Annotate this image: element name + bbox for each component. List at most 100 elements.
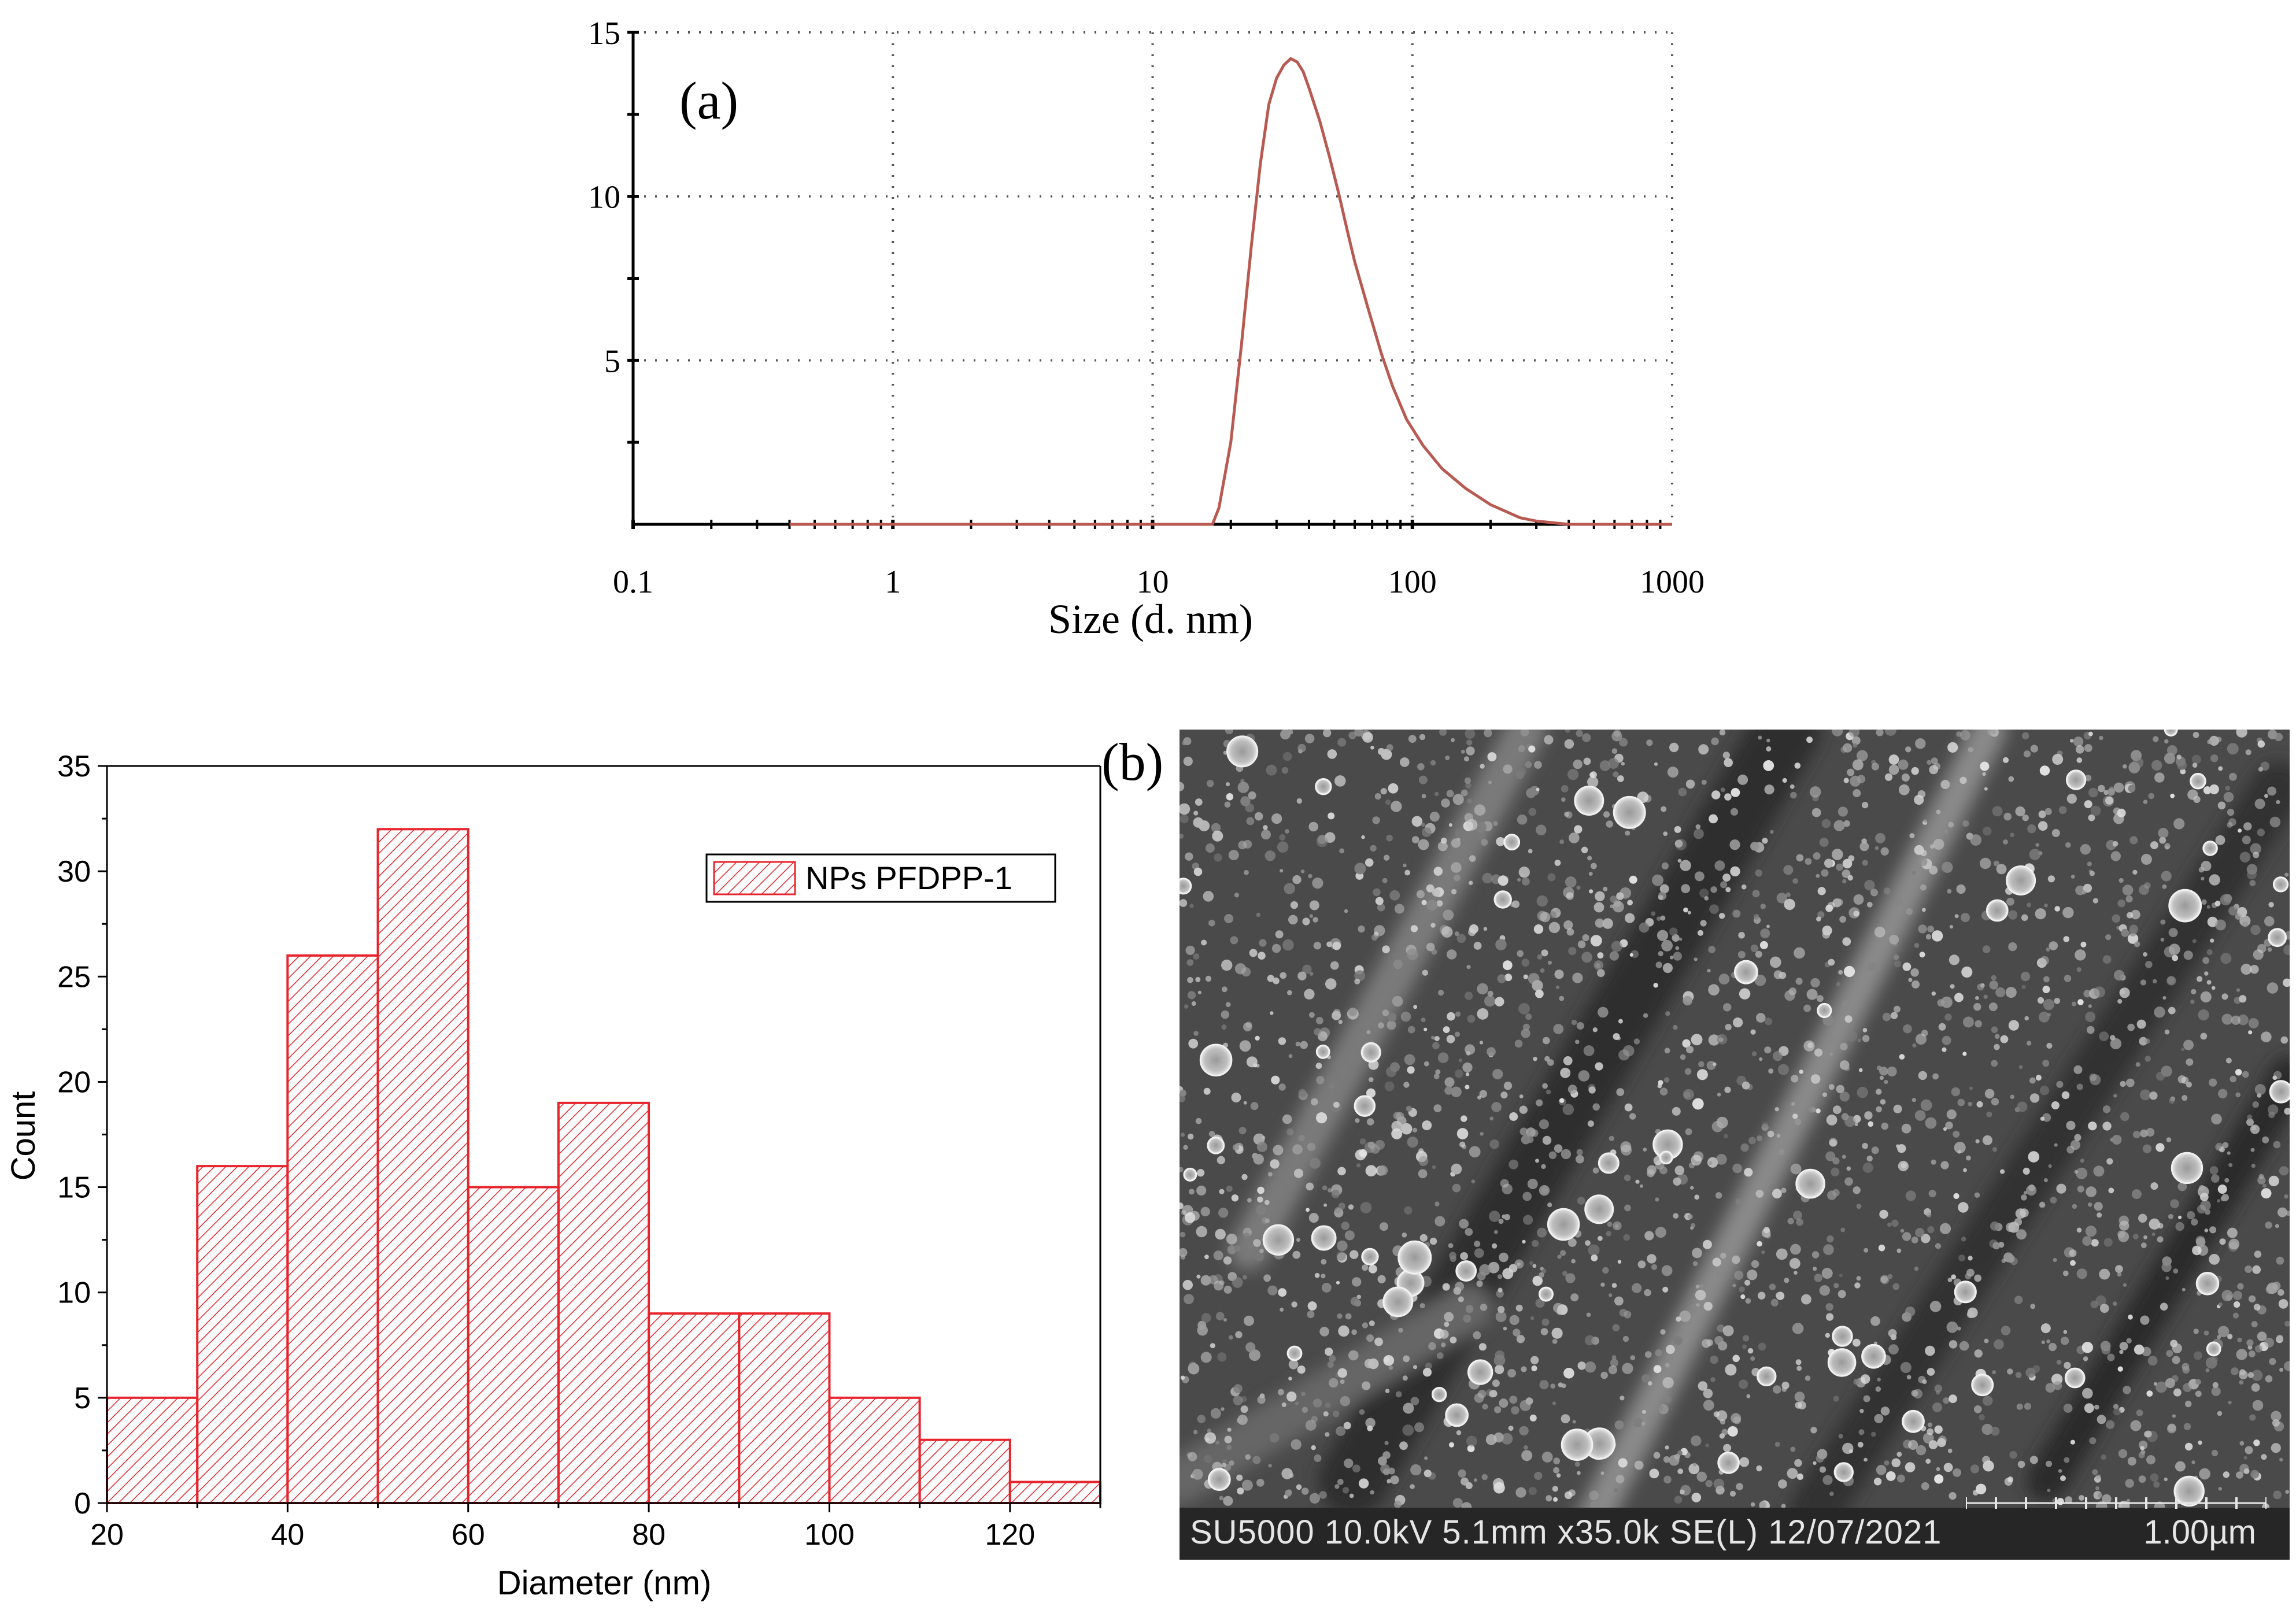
sem-particle — [2155, 1143, 2165, 1152]
sem-particle — [1947, 742, 1958, 753]
sem-particle — [1325, 1348, 1333, 1356]
sem-particle — [1238, 1127, 1247, 1135]
sem-particle — [1396, 1112, 1404, 1121]
sem-particle — [1821, 819, 1831, 828]
sem-particle — [2090, 1074, 2101, 1086]
sem-particle — [2252, 1265, 2261, 1274]
sem-particle — [1810, 1074, 1821, 1084]
sem-particle — [1680, 1489, 1685, 1495]
sem-particle — [1843, 820, 1850, 827]
sem-particle — [1785, 892, 1791, 897]
sem-particle — [2251, 1383, 2260, 1392]
sem-particle — [1553, 1024, 1564, 1034]
sem-particle — [2140, 979, 2146, 986]
sem-particle — [1614, 1488, 1618, 1493]
sem-particle — [1829, 1139, 1837, 1147]
sem-particle — [1302, 1407, 1308, 1413]
sem-particle — [1180, 1094, 1186, 1102]
histogram-bar — [196, 1165, 289, 1504]
sem-particle — [2026, 902, 2032, 908]
sem-particle — [1929, 844, 1935, 849]
sem-particle — [1337, 1479, 1344, 1485]
sem-particle — [1228, 1335, 1233, 1340]
sem-particle — [1914, 1266, 1919, 1271]
sem-particle — [2119, 987, 2130, 998]
sem-particle — [2221, 993, 2228, 1000]
sem-particle — [1977, 983, 1984, 991]
sem-particle — [1559, 1098, 1565, 1103]
sem-particle — [1986, 1111, 1992, 1117]
sem-particle — [1466, 739, 1473, 746]
sem-particle — [1931, 757, 1938, 765]
sem-particle — [1281, 1402, 1286, 1407]
sem-particle — [1923, 819, 1928, 823]
sem-particle — [1889, 935, 1899, 945]
sem-large-particle — [2168, 889, 2202, 923]
sem-large-particle — [1493, 890, 1512, 909]
sem-particle — [1541, 1318, 1550, 1326]
sem-particle — [1344, 1459, 1354, 1468]
sem-particle — [1495, 1364, 1504, 1374]
sem-particle — [1655, 1227, 1666, 1238]
sem-particle — [1738, 932, 1745, 939]
sem-particle — [1422, 1120, 1432, 1131]
sem-particle — [1596, 920, 1605, 928]
sem-particle — [1957, 1326, 1961, 1331]
sem-particle — [1581, 846, 1588, 853]
sem-particle — [1936, 809, 1941, 815]
sem-particle — [1467, 798, 1472, 804]
sem-particle — [1921, 1234, 1931, 1243]
sem-particle — [1710, 886, 1717, 893]
sem-image — [1180, 730, 2290, 1560]
sem-particle — [1323, 1203, 1328, 1207]
sem-particle — [1536, 824, 1547, 835]
sem-particle — [2227, 1151, 2231, 1155]
sem-particle — [1224, 801, 1231, 808]
sem-particle — [1370, 1490, 1374, 1495]
sem-large-particle — [1432, 1387, 1447, 1402]
sem-particle — [1407, 949, 1418, 960]
sem-particle — [1180, 1231, 1186, 1238]
sem-particle — [1561, 1383, 1566, 1389]
sem-particle — [1465, 991, 1473, 1000]
sem-particle — [2092, 1469, 2098, 1475]
sem-particle — [2134, 1344, 2145, 1355]
sem-particle — [1265, 850, 1275, 861]
sem-particle — [1571, 1019, 1577, 1026]
sem-particle — [1936, 1467, 1940, 1471]
sem-particle — [2187, 789, 2198, 800]
sem-particle — [1588, 1086, 1596, 1094]
sem-particle — [1647, 1165, 1657, 1175]
sem-particle — [1221, 959, 1233, 971]
sem-particle — [2054, 906, 2060, 912]
sem-particle — [1206, 780, 1214, 787]
sem-particle — [2016, 1403, 2023, 1410]
sem-particle — [1487, 990, 1493, 997]
sem-particle — [1265, 1218, 1270, 1223]
sem-particle — [2261, 1454, 2267, 1460]
sem-particle — [1513, 1328, 1521, 1337]
sem-particle — [1484, 730, 1492, 738]
sem-particle — [2252, 1400, 2264, 1411]
sem-particle — [1334, 775, 1346, 787]
sem-particle — [1784, 898, 1795, 911]
sem-particle — [2088, 787, 2098, 798]
sem-particle — [1681, 884, 1691, 894]
sem-particle — [1660, 915, 1666, 921]
sem-particle — [1943, 1127, 1947, 1131]
sem-particle — [2035, 908, 2046, 920]
sem-particle — [1321, 1259, 1327, 1265]
sem-particle — [2257, 828, 2265, 837]
sem-particle — [1959, 730, 1970, 741]
sem-particle — [1814, 1048, 1823, 1057]
sem-particle — [1683, 1089, 1694, 1100]
sem-particle — [1308, 821, 1318, 832]
sem-particle — [1794, 1459, 1802, 1467]
sem-particle — [1612, 1324, 1620, 1332]
sem-particle — [2182, 1095, 2188, 1101]
sem-particle — [1724, 758, 1733, 767]
sem-particle — [1942, 861, 1953, 873]
sem-particle — [1307, 1142, 1316, 1152]
sem-particle — [2191, 754, 2201, 764]
sem-particle — [1725, 887, 1731, 893]
